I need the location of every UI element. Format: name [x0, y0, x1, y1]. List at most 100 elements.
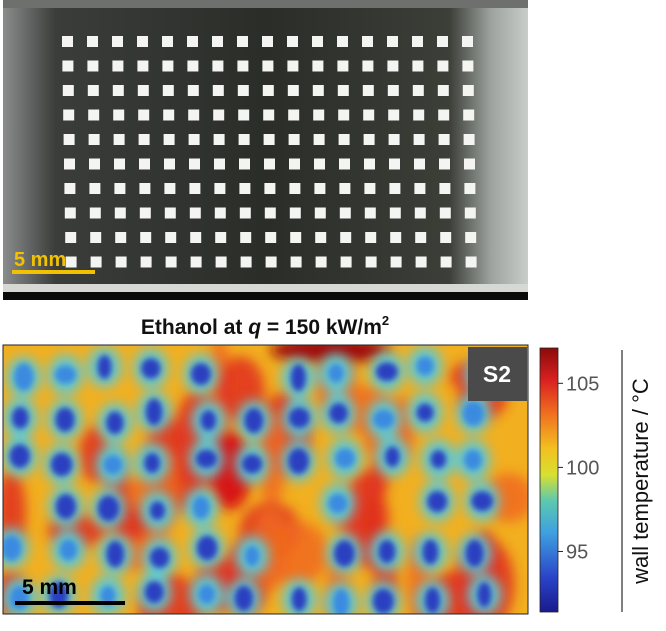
- hole: [339, 207, 351, 219]
- hole: [438, 134, 450, 145]
- spot-core: [477, 582, 492, 608]
- hole: [338, 109, 350, 121]
- spot-core: [385, 446, 400, 467]
- heatmap-frame: [2, 344, 529, 615]
- hole: [212, 36, 223, 47]
- hole-grid: [62, 36, 477, 268]
- hole: [62, 60, 74, 72]
- title-variable: q: [248, 316, 261, 339]
- hole: [115, 256, 127, 268]
- hole: [90, 256, 102, 268]
- hole: [389, 207, 401, 219]
- spot-core: [290, 364, 306, 392]
- hole: [162, 60, 174, 72]
- hole: [388, 109, 400, 121]
- hole: [262, 60, 274, 72]
- spot-core: [100, 586, 116, 606]
- hole: [140, 256, 152, 268]
- spot-core: [335, 448, 355, 469]
- hole: [240, 256, 252, 268]
- hole: [87, 60, 99, 72]
- hole: [339, 158, 350, 170]
- hole: [287, 36, 298, 47]
- hole: [214, 158, 225, 170]
- hole: [414, 183, 426, 194]
- hole: [215, 256, 227, 268]
- hole: [164, 207, 176, 219]
- hole: [237, 60, 249, 72]
- hole: [289, 158, 300, 170]
- hole: [415, 256, 427, 268]
- hole: [263, 134, 275, 145]
- spot-core: [416, 356, 434, 376]
- spot-core: [333, 540, 355, 567]
- hole: [89, 158, 100, 170]
- hole: [64, 207, 76, 219]
- hole: [337, 36, 348, 47]
- spot-core: [14, 363, 34, 391]
- hole: [87, 85, 99, 96]
- hole: [465, 232, 477, 243]
- hole: [288, 109, 300, 121]
- hole: [462, 36, 473, 47]
- hole: [163, 134, 175, 145]
- spot-core: [190, 363, 212, 386]
- hole: [190, 232, 202, 243]
- hole: [189, 158, 200, 170]
- spot-core: [106, 411, 124, 435]
- hole: [462, 85, 474, 96]
- hole: [162, 36, 173, 47]
- heatmap: [3, 345, 528, 614]
- plate-edge: [3, 292, 528, 300]
- spot-core: [106, 540, 125, 568]
- spot-core: [192, 496, 210, 520]
- hole: [463, 109, 475, 121]
- hole: [139, 183, 151, 194]
- spot-core: [234, 585, 254, 612]
- hole: [438, 109, 450, 121]
- hole: [162, 85, 174, 96]
- hole: [164, 183, 176, 194]
- spot-core: [103, 455, 123, 475]
- hole: [212, 85, 224, 96]
- hole: [89, 207, 101, 219]
- hole: [137, 85, 149, 96]
- spot-core: [55, 407, 75, 432]
- hole: [389, 183, 401, 194]
- spot-core: [244, 545, 260, 567]
- hole: [264, 158, 275, 170]
- plate-edge: [3, 284, 528, 294]
- hole: [390, 256, 402, 268]
- hole: [437, 60, 449, 72]
- hole: [113, 109, 125, 121]
- hole: [190, 256, 202, 268]
- hole: [412, 36, 423, 47]
- hole: [414, 158, 425, 170]
- hole: [240, 232, 252, 243]
- spot-core: [50, 452, 73, 477]
- hole: [62, 85, 74, 96]
- hole: [389, 158, 400, 170]
- spot-core: [430, 450, 447, 469]
- hole: [112, 36, 123, 47]
- sample-label: S2: [483, 361, 511, 387]
- title-text: Ethanol at: [141, 316, 248, 339]
- spot-core: [97, 354, 112, 380]
- hole: [290, 256, 302, 268]
- colorbar-tick-label: 95: [566, 541, 588, 563]
- hole: [313, 109, 325, 121]
- spot-core: [145, 398, 163, 426]
- hole: [314, 183, 326, 194]
- hole: [313, 134, 325, 145]
- spot-core: [241, 454, 263, 474]
- hole: [237, 36, 248, 47]
- hole: [87, 36, 98, 47]
- hole: [64, 158, 75, 170]
- hole: [462, 60, 474, 72]
- hole: [340, 256, 352, 268]
- hole: [114, 207, 126, 219]
- spot-core: [55, 493, 77, 520]
- hole: [265, 256, 277, 268]
- spot-cores: [3, 354, 494, 614]
- hole: [140, 232, 152, 243]
